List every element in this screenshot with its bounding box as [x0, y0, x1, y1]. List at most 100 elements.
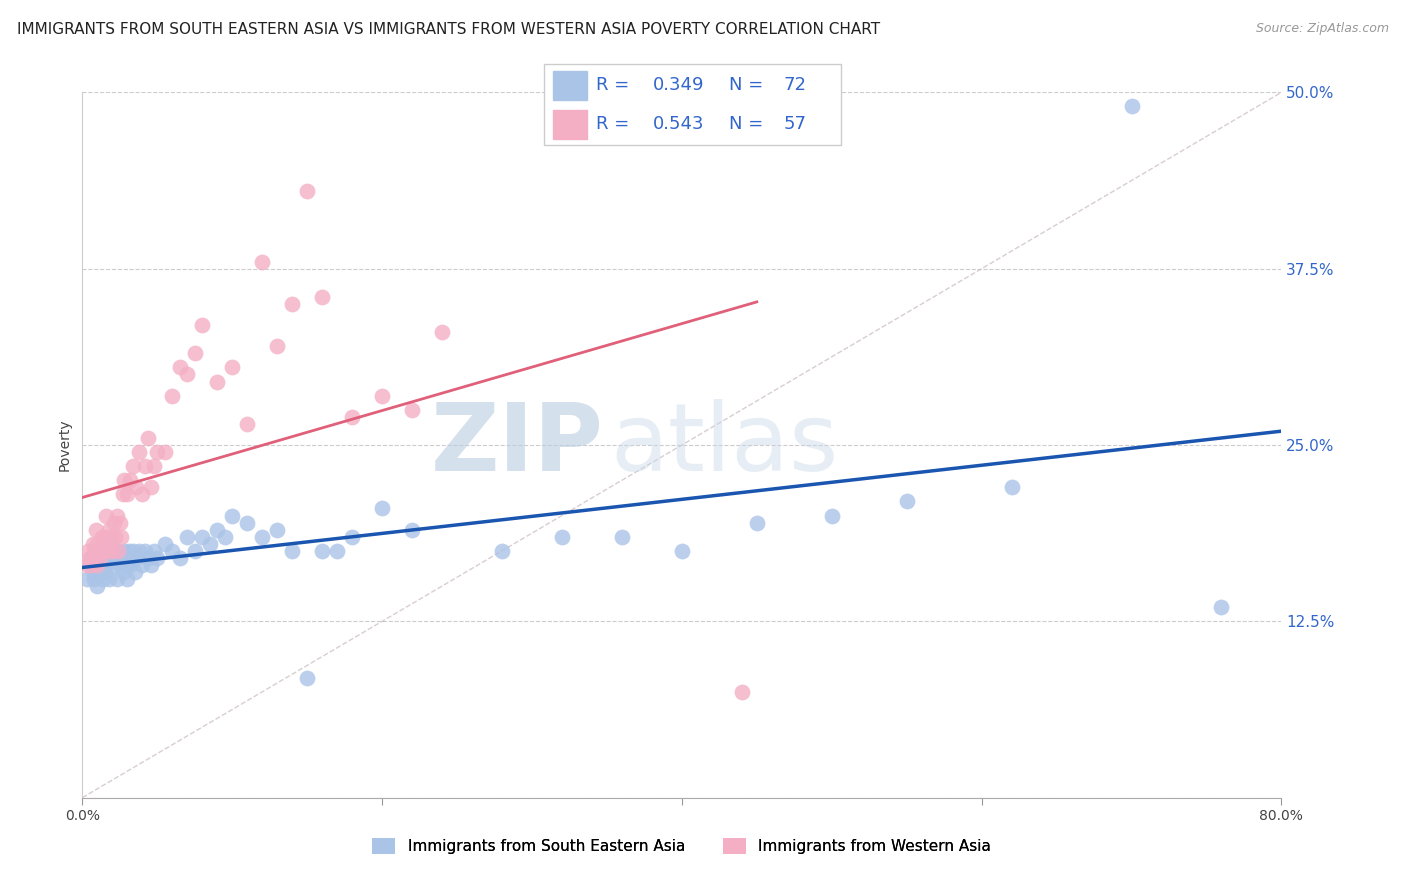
Y-axis label: Poverty: Poverty — [58, 418, 72, 471]
Point — [205, 523, 228, 537]
Point — [122, 544, 145, 558]
Point — [83, 572, 105, 586]
Point — [183, 544, 205, 558]
Point — [340, 530, 363, 544]
Point — [250, 254, 273, 268]
Point — [141, 558, 163, 572]
Point — [100, 537, 122, 551]
Point — [86, 544, 108, 558]
Point — [86, 558, 108, 572]
Point — [128, 445, 150, 459]
Legend: Immigrants from South Eastern Asia, Immigrants from Western Asia: Immigrants from South Eastern Asia, Immi… — [367, 832, 997, 861]
Point — [82, 565, 104, 579]
Point — [82, 537, 104, 551]
Point — [107, 544, 129, 558]
Text: IMMIGRANTS FROM SOUTH EASTERN ASIA VS IMMIGRANTS FROM WESTERN ASIA POVERTY CORRE: IMMIGRANTS FROM SOUTH EASTERN ASIA VS IM… — [17, 22, 880, 37]
Point — [191, 318, 214, 332]
Point — [281, 544, 304, 558]
Point — [141, 480, 163, 494]
Point — [103, 558, 125, 572]
Point — [160, 544, 183, 558]
FancyBboxPatch shape — [544, 64, 841, 145]
Text: 0.349: 0.349 — [654, 77, 704, 95]
Point — [87, 544, 110, 558]
Text: atlas: atlas — [610, 399, 838, 491]
Point — [198, 537, 221, 551]
Point — [104, 530, 127, 544]
Point — [112, 544, 135, 558]
Point — [76, 558, 98, 572]
Point — [89, 550, 111, 565]
Point — [401, 402, 423, 417]
Point — [221, 508, 243, 523]
Point — [125, 480, 148, 494]
Point — [91, 544, 114, 558]
Point — [153, 537, 176, 551]
Point — [104, 550, 127, 565]
Point — [94, 544, 117, 558]
Point — [326, 544, 349, 558]
Point — [117, 572, 139, 586]
Point — [214, 530, 236, 544]
Point — [745, 516, 768, 530]
Point — [169, 360, 191, 375]
Point — [551, 530, 574, 544]
Point — [430, 325, 453, 339]
Point — [84, 523, 107, 537]
Point — [295, 184, 318, 198]
Point — [79, 558, 101, 572]
Point — [134, 544, 156, 558]
Point — [491, 544, 513, 558]
Point — [105, 508, 128, 523]
Point — [191, 530, 214, 544]
Point — [118, 544, 141, 558]
Point — [128, 544, 150, 558]
Point — [86, 579, 108, 593]
Point — [143, 544, 166, 558]
Point — [295, 671, 318, 685]
Point — [250, 530, 273, 544]
Point — [266, 339, 288, 353]
Point — [160, 389, 183, 403]
Point — [100, 530, 122, 544]
Point — [98, 523, 121, 537]
Point — [821, 508, 844, 523]
Point — [1000, 480, 1022, 494]
Bar — [554, 110, 586, 139]
Point — [96, 558, 118, 572]
Point — [79, 550, 101, 565]
Point — [77, 544, 100, 558]
Point — [610, 530, 633, 544]
Text: 72: 72 — [783, 77, 806, 95]
Point — [146, 445, 169, 459]
Point — [266, 523, 288, 537]
Text: N =: N = — [728, 115, 769, 133]
Point — [146, 550, 169, 565]
Point — [90, 550, 112, 565]
Point — [108, 516, 131, 530]
Point — [221, 360, 243, 375]
Point — [136, 550, 159, 565]
Point — [107, 544, 129, 558]
Point — [89, 565, 111, 579]
Point — [131, 487, 153, 501]
Point — [117, 487, 139, 501]
Point — [108, 558, 131, 572]
Text: R =: R = — [596, 115, 634, 133]
Point — [183, 346, 205, 360]
Point — [143, 459, 166, 474]
Text: 57: 57 — [783, 115, 806, 133]
Point — [87, 558, 110, 572]
Point — [122, 459, 145, 474]
Point — [124, 565, 146, 579]
Point — [121, 550, 143, 565]
Point — [340, 409, 363, 424]
Point — [112, 473, 135, 487]
Point — [136, 431, 159, 445]
Point — [97, 544, 120, 558]
Point — [83, 544, 105, 558]
Point — [91, 572, 114, 586]
Text: 0.543: 0.543 — [654, 115, 704, 133]
Point — [86, 537, 108, 551]
Point — [671, 544, 693, 558]
